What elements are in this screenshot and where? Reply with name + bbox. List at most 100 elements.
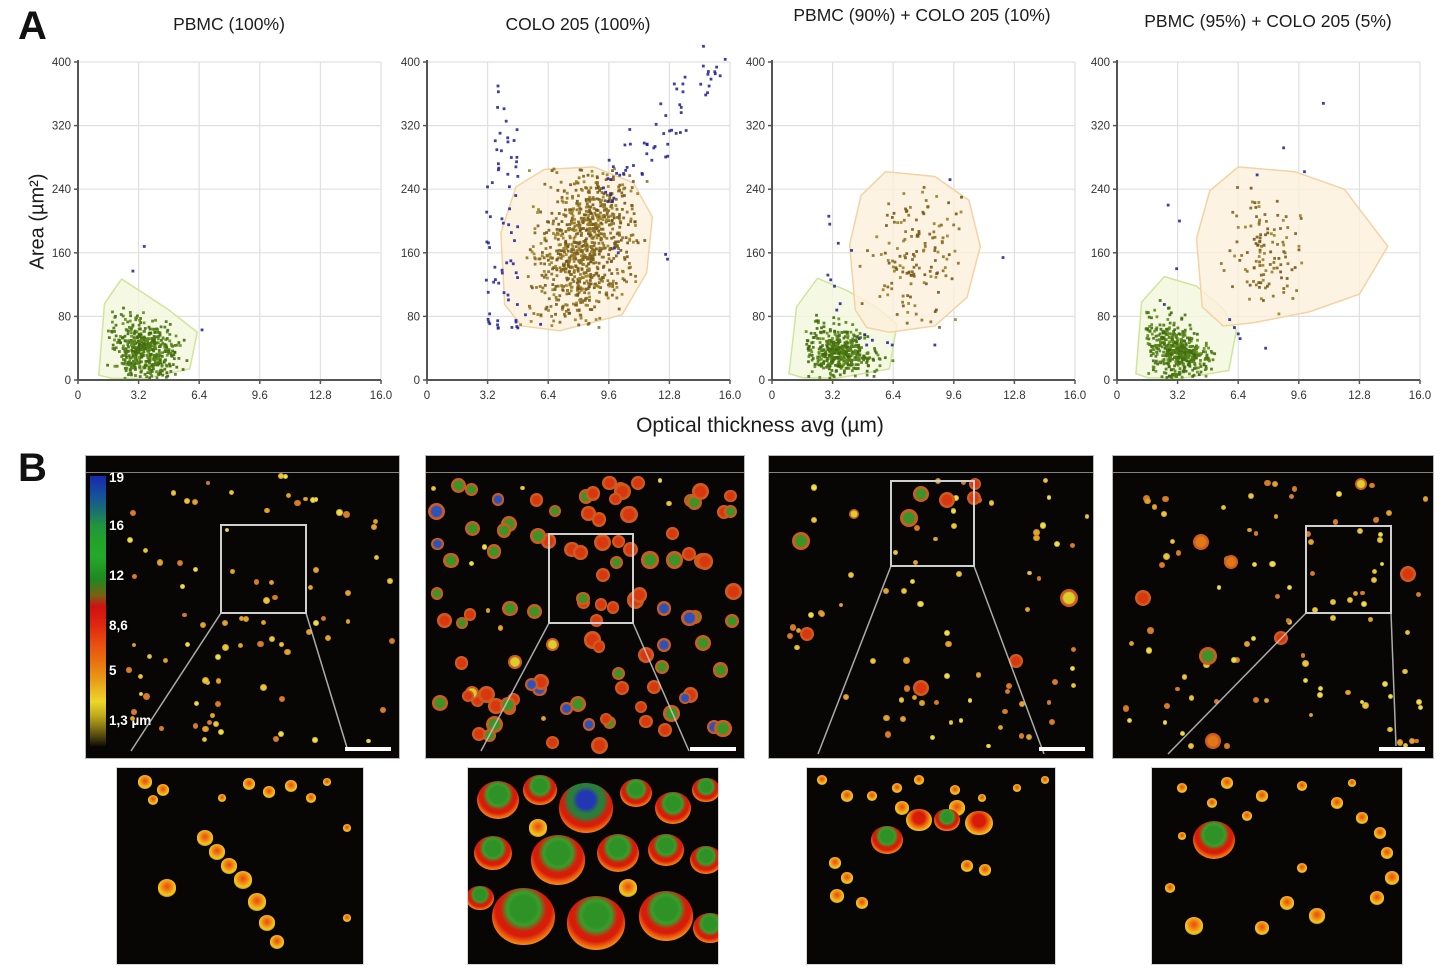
cell-dot — [796, 628, 802, 634]
colo-cell — [548, 504, 562, 517]
surface-blob-s — [1380, 847, 1394, 859]
cell-dot — [819, 611, 826, 618]
colo-cell — [939, 492, 955, 508]
x-tick-label: 12.8 — [309, 390, 331, 402]
y-tick-label: 400 — [746, 57, 765, 69]
surface-blob-b — [558, 783, 614, 833]
cell-dot — [146, 654, 152, 660]
colo-cell — [463, 608, 476, 621]
x-tick-label: 0 — [75, 390, 81, 402]
y-tick-label: 240 — [52, 184, 71, 196]
x-tick-label: 6.4 — [540, 390, 557, 402]
cell-dot — [254, 579, 260, 585]
surface-blob-g — [648, 833, 684, 867]
cell-dot — [1378, 531, 1384, 537]
colo-cell — [1205, 733, 1221, 749]
cell-dot — [666, 500, 672, 507]
cell-dot — [1181, 674, 1188, 680]
cell-dot — [1263, 697, 1270, 704]
y-tick-label: 240 — [401, 184, 420, 196]
cell-dot — [1026, 734, 1033, 741]
cell-dot — [156, 559, 163, 566]
cell-dot — [129, 715, 135, 721]
colo-cell — [646, 679, 661, 694]
cell-dot — [243, 616, 249, 622]
colo-cell — [1060, 589, 1078, 607]
cell-dot — [1332, 518, 1339, 525]
surface-blob-m — [965, 810, 993, 836]
surface-blob-s — [1184, 917, 1204, 935]
data-points — [484, 44, 727, 330]
cell-dot — [1422, 496, 1429, 502]
cell-dot — [1305, 531, 1312, 538]
surface-blob-s — [322, 778, 332, 786]
surface-blob-g — [1193, 821, 1235, 859]
cell-dot — [214, 700, 222, 708]
colo-cell — [443, 552, 459, 569]
cell-dot — [1224, 743, 1230, 749]
cell-dot — [202, 677, 210, 684]
surface-blob-s — [528, 819, 548, 837]
surface-blob-g — [934, 808, 960, 832]
surface-blob-s — [840, 790, 854, 802]
cell-dot — [1291, 486, 1298, 493]
cell-dot — [1368, 617, 1373, 622]
cell-dot — [209, 713, 215, 718]
surface-blob-g — [655, 791, 691, 825]
x-tick-label: 9.6 — [252, 390, 268, 402]
hologram-image-pbmc-100: 19 16 12 8,6 5 1,3 µm — [85, 455, 400, 759]
surface-blob-s — [977, 794, 987, 802]
surface-blob-s — [1355, 812, 1369, 824]
cell-dot — [1362, 702, 1369, 709]
colo-cell — [656, 637, 671, 652]
colo-cell — [655, 660, 670, 674]
cell-dot — [997, 724, 1003, 731]
cell-dot — [262, 597, 270, 604]
cell-dot — [131, 574, 137, 579]
data-points — [804, 178, 1005, 380]
cell-dot — [1396, 739, 1404, 747]
zoom-annotation-overlay — [130, 524, 349, 752]
colo-cell — [461, 690, 474, 703]
surface-blob-g — [477, 781, 519, 819]
y-tick-label: 80 — [407, 311, 420, 323]
colo-cell — [529, 492, 544, 507]
image-top-line — [769, 472, 1093, 473]
cell-dot — [1145, 647, 1153, 654]
surface-blob-s — [828, 857, 842, 869]
cell-dot — [286, 492, 292, 498]
cell-dot — [199, 622, 207, 629]
x-tick-label: 9.6 — [1291, 390, 1307, 402]
colo-cell — [714, 719, 733, 738]
cell-dot — [1231, 657, 1237, 663]
cell-dot — [1002, 709, 1008, 715]
x-tick-label: 3.2 — [1170, 390, 1186, 402]
colo-cell — [724, 583, 742, 601]
cell-dot — [239, 615, 245, 621]
surface-blob-g — [690, 845, 718, 875]
surface-blob-g — [474, 835, 512, 871]
cell-dot — [1413, 738, 1419, 744]
cell-dot — [1307, 538, 1314, 545]
colo-cell — [678, 691, 692, 704]
hologram-image-colo-100 — [425, 455, 745, 759]
y-tick-label: 80 — [1097, 311, 1110, 323]
cell-dot — [1049, 719, 1055, 725]
colo-cell — [849, 509, 859, 519]
surface-blob-s — [1347, 779, 1357, 787]
surface-blob-s — [262, 786, 276, 798]
colo-cell — [488, 698, 504, 714]
cell-dot — [842, 694, 849, 701]
colo-cell — [486, 544, 502, 559]
cell-dot — [131, 642, 136, 648]
cell-dot — [1251, 561, 1257, 568]
colo-cell — [725, 614, 740, 629]
x-tick-label: 6.4 — [885, 390, 902, 402]
zoom-annotation-overlay — [817, 480, 1045, 755]
image-top-line — [426, 472, 744, 473]
surface-blob-s — [913, 775, 925, 785]
cell-dot — [950, 508, 956, 514]
y-tick-label: 240 — [746, 184, 765, 196]
surface-blob-s — [1241, 811, 1253, 821]
surface-blob-s — [855, 897, 869, 909]
